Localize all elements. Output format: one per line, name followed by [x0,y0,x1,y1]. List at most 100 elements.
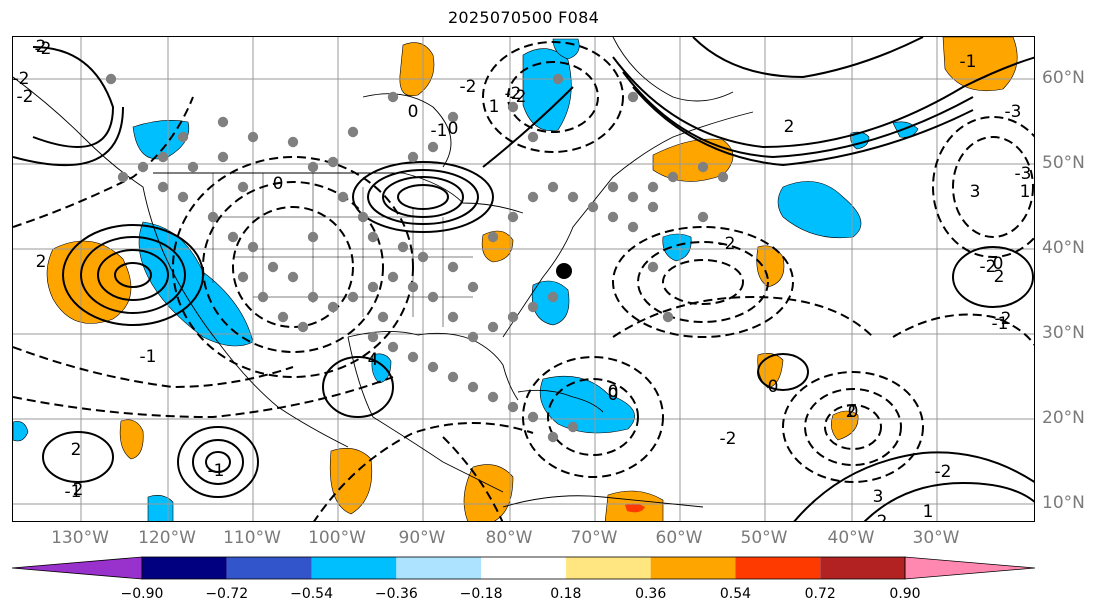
longitude-label: 110°W [223,528,281,548]
contour-label: 3 [970,182,981,202]
station-dot [228,232,238,242]
colorbar [0,555,1105,585]
station-dot [488,392,498,402]
storm-marker [556,263,572,279]
contour-label: -2 [13,69,29,89]
station-dot [248,242,258,252]
greenland-south [613,37,733,101]
station-dot [448,262,458,272]
station-dot [648,262,658,272]
station-dot [158,152,168,162]
colorbar-tick-label: −0.18 [460,586,503,602]
station-dot [528,132,538,142]
colorbar-swatch [651,557,736,579]
latitude-label: 20°N [1042,408,1085,428]
station-dot [288,137,298,147]
latitude-label: 30°N [1042,323,1085,343]
colorbar-swatch [735,557,820,579]
colorbar-tick-label: −0.72 [205,586,248,602]
station-dot [138,162,148,172]
station-dot [188,162,198,172]
negative-anomaly-region [13,421,28,441]
station-dot [608,212,618,222]
station-dot [208,212,218,222]
contour-label: -2 [871,512,888,522]
contour-label: -1 [960,52,977,72]
station-dot [568,422,578,432]
station-dot [308,292,318,302]
positive-contour [863,483,1035,522]
station-dot [338,192,348,202]
contour-label: 0 [273,174,284,194]
colorbar-tick-label: −0.36 [375,586,418,602]
station-dot [268,262,278,272]
latitude-label: 10°N [1042,493,1085,513]
longitude-label: 120°W [138,528,196,548]
contour-label: 1 [489,97,500,117]
station-dot [388,272,398,282]
station-dot [698,212,708,222]
longitude-label: 70°W [571,528,618,548]
contour-label: -2 [720,429,737,449]
station-dot [488,232,498,242]
colorbar-tick-label: 0.90 [889,586,920,602]
contour-label: 2 [36,252,47,272]
positive-anomaly-region [757,246,784,287]
station-dot [488,322,498,332]
negative-contour [173,157,413,377]
contour-label: -1 [208,461,225,481]
colorbar-swatch [396,557,481,579]
station-dot [668,172,678,182]
latitude-label: 60°N [1042,68,1085,88]
colorbar-extend-high [905,557,1035,579]
station-dot [178,132,188,142]
station-dot [468,382,478,392]
contour-label: -2 [505,84,522,104]
positive-anomaly-region [943,37,1017,91]
contour-label: 2 [784,117,795,137]
map-title: 2025070500 F084 [0,8,1047,27]
contour-label: -2 [35,39,52,59]
station-dot [398,242,408,252]
colorbar-swatch [227,557,312,579]
contour-label: -2 [17,87,34,107]
station-dot [528,302,538,312]
station-dot [368,332,378,342]
station-dot [178,192,188,202]
negative-anomaly-region [778,181,861,237]
longitude-label: 100°W [308,528,366,548]
colorbar-swatch [566,557,651,579]
station-dot [308,162,318,172]
station-dot [408,152,418,162]
station-dot [648,202,658,212]
contour-label: -3 [1015,164,1032,184]
station-dot [698,162,708,172]
station-dot [528,192,538,202]
station-dot [238,182,248,192]
colorbar-swatch [312,557,397,579]
longitude-label: 40°W [828,528,875,548]
station-dot [648,182,658,192]
contour-label: 2 [846,402,857,422]
contour-label: -1 [431,121,448,141]
station-dot [348,292,358,302]
negative-contour [663,260,743,304]
longitude-label: 30°W [913,528,960,548]
station-dot [218,152,228,162]
contour-label: -1 [140,347,157,367]
station-dot [308,232,318,242]
station-dot [508,212,518,222]
station-dot [278,312,288,322]
station-dot [628,92,638,102]
negative-contour [638,242,768,322]
station-dot [448,312,458,322]
negative-anomaly-region [540,376,635,433]
contour-label: 3 [873,487,884,507]
station-dot [288,272,298,282]
colorbar-tick-label: −0.54 [290,586,333,602]
longitude-label: 80°W [486,528,533,548]
station-dot [298,322,308,332]
colorbar-swatch [142,557,227,579]
contour-label: 0 [993,254,1004,274]
colorbar-tick-label: 0.54 [720,586,751,602]
